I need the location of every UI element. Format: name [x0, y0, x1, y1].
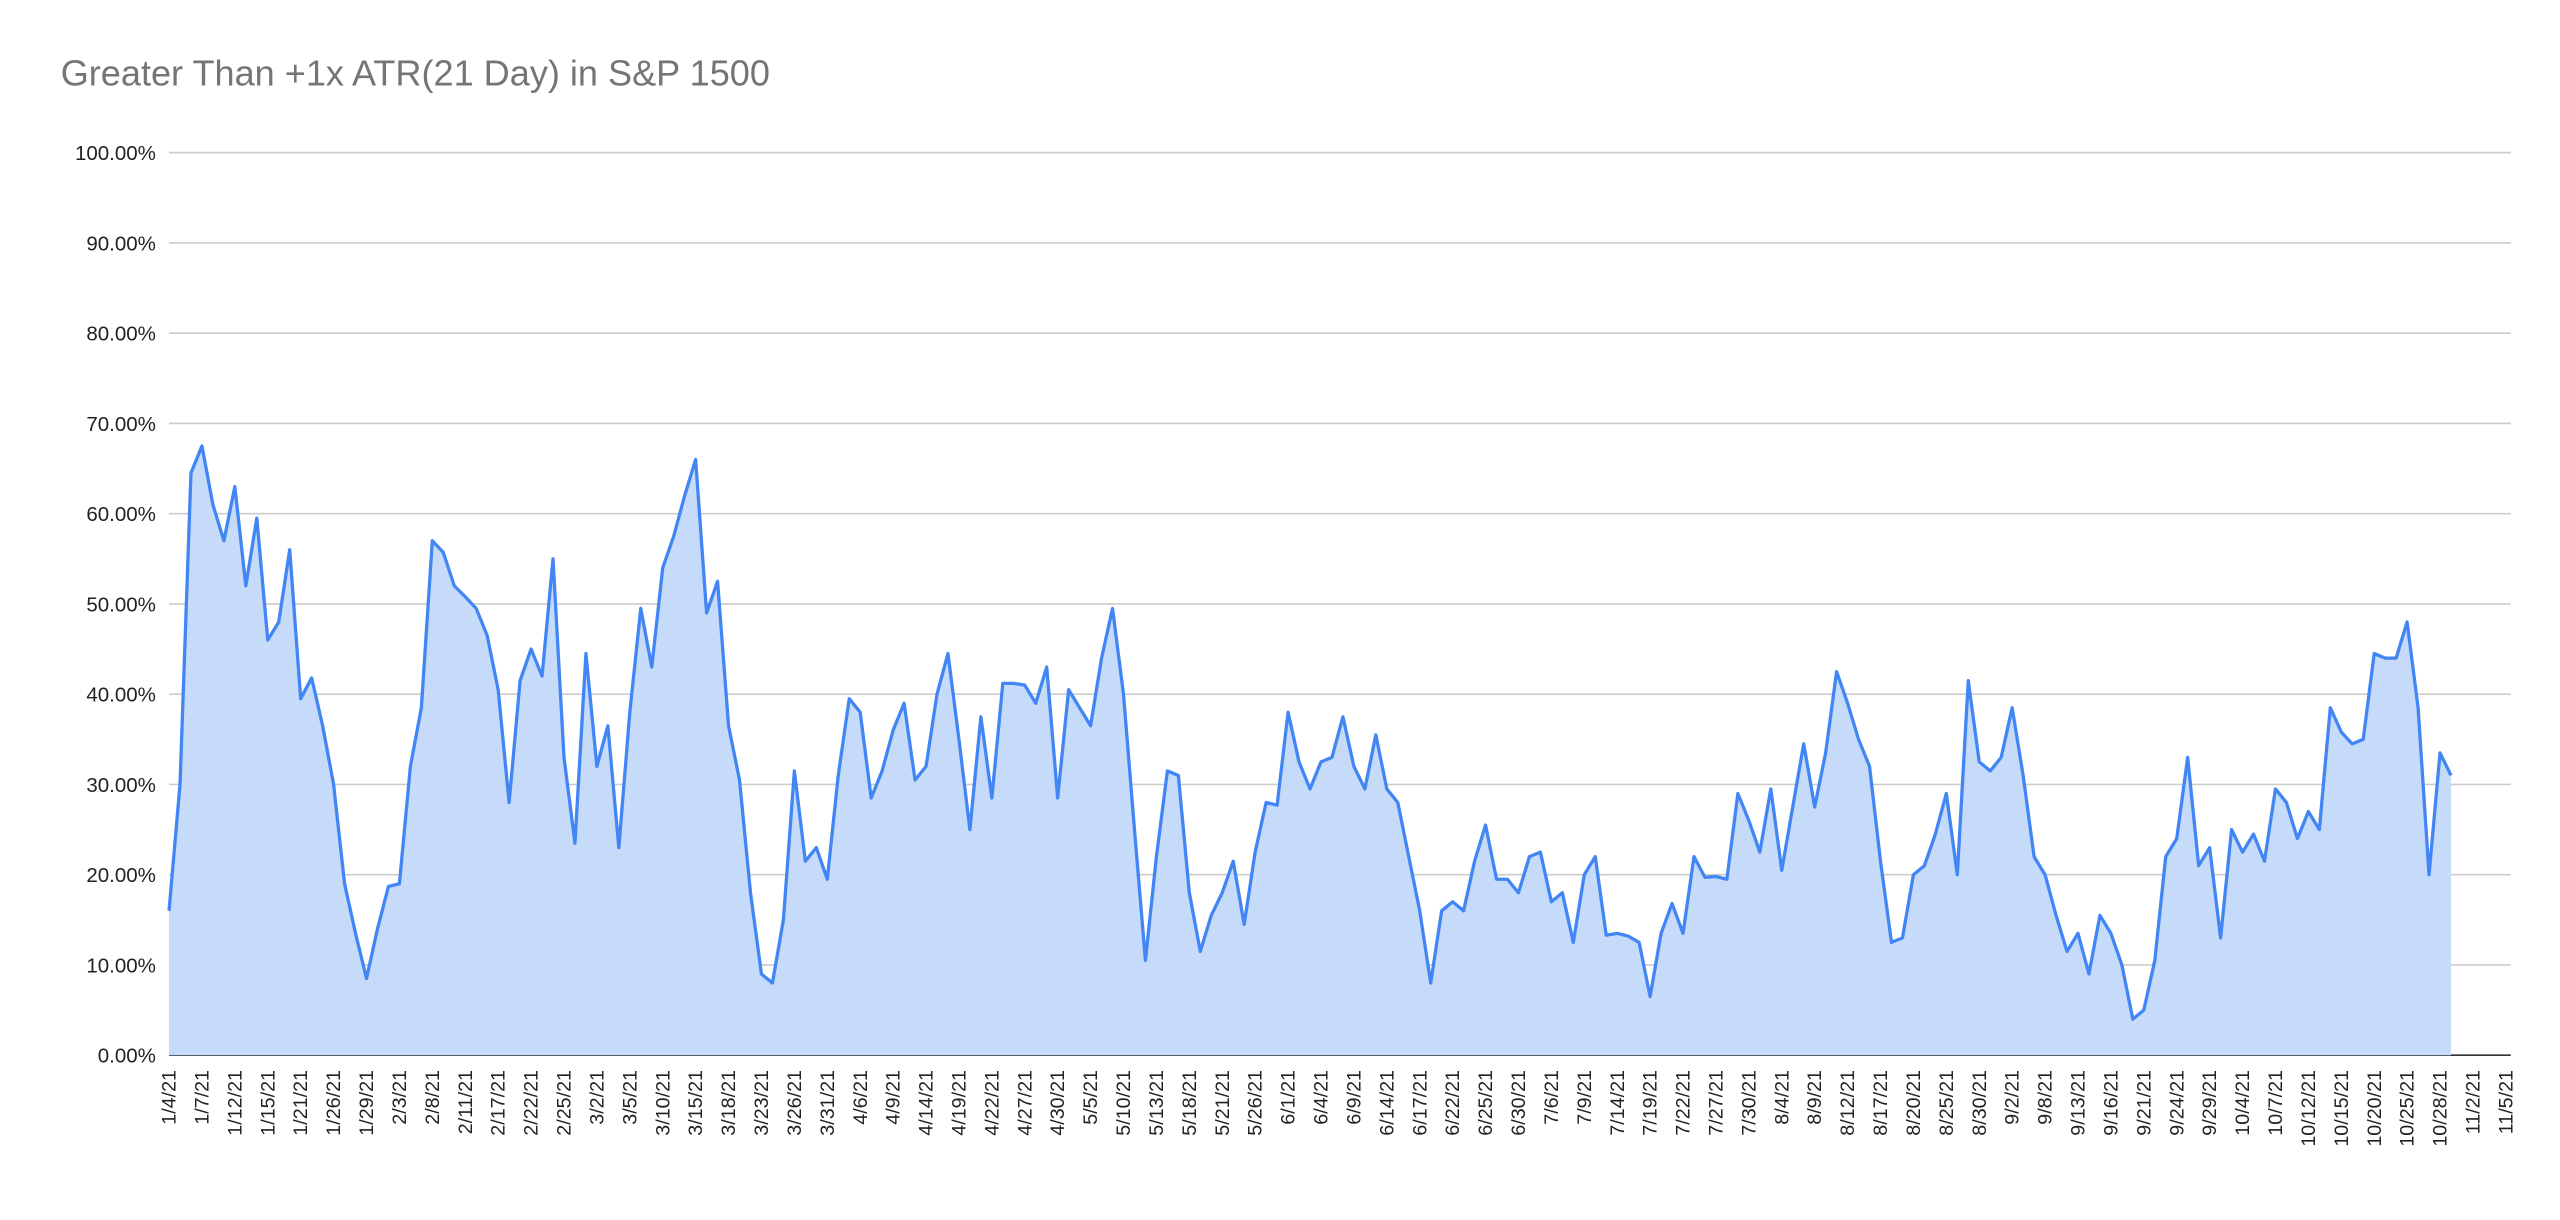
y-tick-label: 100.00%	[75, 142, 156, 165]
x-tick-label: 3/15/21	[685, 1070, 707, 1136]
area-fill	[169, 445, 2451, 1056]
x-tick-label: 3/5/21	[619, 1070, 641, 1125]
x-tick-label: 2/17/21	[488, 1070, 510, 1136]
x-tick-label: 1/29/21	[356, 1070, 378, 1136]
x-tick-label: 6/30/21	[1508, 1070, 1530, 1136]
x-tick-label: 7/27/21	[1705, 1070, 1727, 1136]
x-tick-label: 6/17/21	[1409, 1070, 1431, 1136]
x-tick-label: 8/25/21	[1936, 1070, 1958, 1136]
x-tick-label: 4/19/21	[949, 1070, 971, 1136]
x-tick-label: 4/14/21	[916, 1070, 938, 1136]
x-tick-label: 2/22/21	[521, 1070, 543, 1136]
x-tick-label: 7/14/21	[1607, 1070, 1629, 1136]
x-tick-label: 2/11/21	[455, 1070, 477, 1134]
x-tick-label: 3/10/21	[652, 1070, 674, 1136]
x-tick-label: 5/18/21	[1179, 1070, 1201, 1136]
x-tick-label: 7/19/21	[1640, 1070, 1662, 1136]
x-tick-label: 9/29/21	[2199, 1070, 2221, 1136]
x-tick-label: 3/26/21	[784, 1070, 806, 1136]
x-tick-label: 2/25/21	[554, 1070, 576, 1136]
x-tick-label: 5/26/21	[1245, 1070, 1267, 1136]
x-tick-label: 5/5/21	[1080, 1070, 1102, 1125]
x-tick-label: 10/28/21	[2430, 1070, 2452, 1147]
y-tick-label: 0.00%	[98, 1045, 156, 1068]
x-tick-label: 7/30/21	[1738, 1070, 1760, 1136]
y-tick-label: 50.00%	[86, 593, 156, 616]
x-tick-label: 6/1/21	[1278, 1070, 1300, 1125]
x-tick-label: 1/26/21	[323, 1070, 345, 1136]
x-tick-label: 8/4/21	[1771, 1070, 1793, 1125]
x-tick-label: 6/9/21	[1343, 1070, 1365, 1125]
x-tick-label: 9/21/21	[2133, 1070, 2155, 1136]
x-tick-label: 7/6/21	[1541, 1070, 1563, 1125]
x-tick-label: 9/16/21	[2100, 1070, 2122, 1136]
x-tick-label: 1/21/21	[290, 1070, 312, 1136]
x-tick-label: 1/4/21	[159, 1070, 181, 1125]
x-tick-label: 4/22/21	[981, 1070, 1003, 1136]
y-tick-label: 60.00%	[86, 503, 156, 526]
x-tick-label: 5/21/21	[1212, 1070, 1234, 1136]
x-tick-label: 1/7/21	[192, 1070, 214, 1125]
x-tick-label: 6/25/21	[1475, 1070, 1497, 1136]
y-tick-label: 30.00%	[86, 774, 156, 797]
x-tick-label: 9/8/21	[2035, 1070, 2057, 1125]
y-tick-label: 10.00%	[86, 954, 156, 977]
x-tick-label: 8/30/21	[1969, 1070, 1991, 1136]
x-tick-label: 6/14/21	[1376, 1070, 1398, 1136]
x-tick-label: 11/2/21	[2462, 1070, 2484, 1134]
x-tick-label: 4/30/21	[1047, 1070, 1069, 1136]
x-tick-label: 9/2/21	[2002, 1070, 2024, 1125]
x-tick-label: 5/10/21	[1113, 1070, 1135, 1136]
x-tick-label: 10/25/21	[2397, 1070, 2419, 1147]
x-tick-label: 4/6/21	[850, 1070, 872, 1125]
series-area	[167, 444, 2453, 1056]
x-tick-label: 6/22/21	[1442, 1070, 1464, 1136]
x-tick-label: 4/9/21	[883, 1070, 905, 1125]
x-tick-label: 5/13/21	[1146, 1070, 1168, 1136]
x-tick-label: 10/4/21	[2232, 1070, 2254, 1136]
y-tick-label: 70.00%	[86, 413, 156, 436]
x-tick-label: 7/9/21	[1574, 1070, 1596, 1125]
x-tick-label: 2/8/21	[422, 1070, 444, 1125]
x-tick-label: 1/12/21	[224, 1070, 246, 1136]
x-tick-label: 9/13/21	[2068, 1070, 2090, 1136]
y-tick-label: 90.00%	[86, 232, 156, 255]
y-tick-label: 40.00%	[86, 684, 156, 707]
x-tick-label: 3/31/21	[817, 1070, 839, 1136]
x-tick-label: 11/5/21	[2495, 1070, 2517, 1134]
x-tick-label: 4/27/21	[1014, 1070, 1036, 1136]
y-axis-labels: 0.00% 10.00% 20.00% 30.00% 40.00% 50.00% 60.00…	[75, 142, 156, 1068]
x-tick-label: 6/4/21	[1311, 1070, 1333, 1125]
x-tick-label: 2/3/21	[389, 1070, 411, 1125]
x-tick-label: 1/15/21	[257, 1070, 279, 1136]
chart-title: Greater Than +1x ATR(21 Day) in S&P 1500	[61, 52, 770, 93]
x-tick-label: 7/22/21	[1673, 1070, 1695, 1136]
x-tick-label: 8/9/21	[1804, 1070, 1826, 1125]
x-tick-label: 3/23/21	[751, 1070, 773, 1136]
x-tick-label: 10/15/21	[2331, 1070, 2353, 1147]
x-tick-label: 3/18/21	[718, 1070, 740, 1136]
x-tick-label: 10/20/21	[2364, 1070, 2386, 1147]
x-tick-label: 3/2/21	[586, 1070, 608, 1125]
x-tick-label: 8/20/21	[1903, 1070, 1925, 1136]
x-axis-labels: 1/4/21 1/7/21 1/12/21 1/15/21 1/21/21 1/26/21…	[159, 1070, 2518, 1147]
x-tick-label: 10/7/21	[2265, 1070, 2287, 1136]
x-tick-label: 9/24/21	[2166, 1070, 2188, 1136]
y-tick-label: 80.00%	[86, 323, 156, 346]
x-tick-label: 8/17/21	[1870, 1070, 1892, 1136]
x-tick-label: 10/12/21	[2298, 1070, 2320, 1147]
x-tick-label: 8/12/21	[1837, 1070, 1859, 1136]
y-tick-label: 20.00%	[86, 864, 156, 887]
